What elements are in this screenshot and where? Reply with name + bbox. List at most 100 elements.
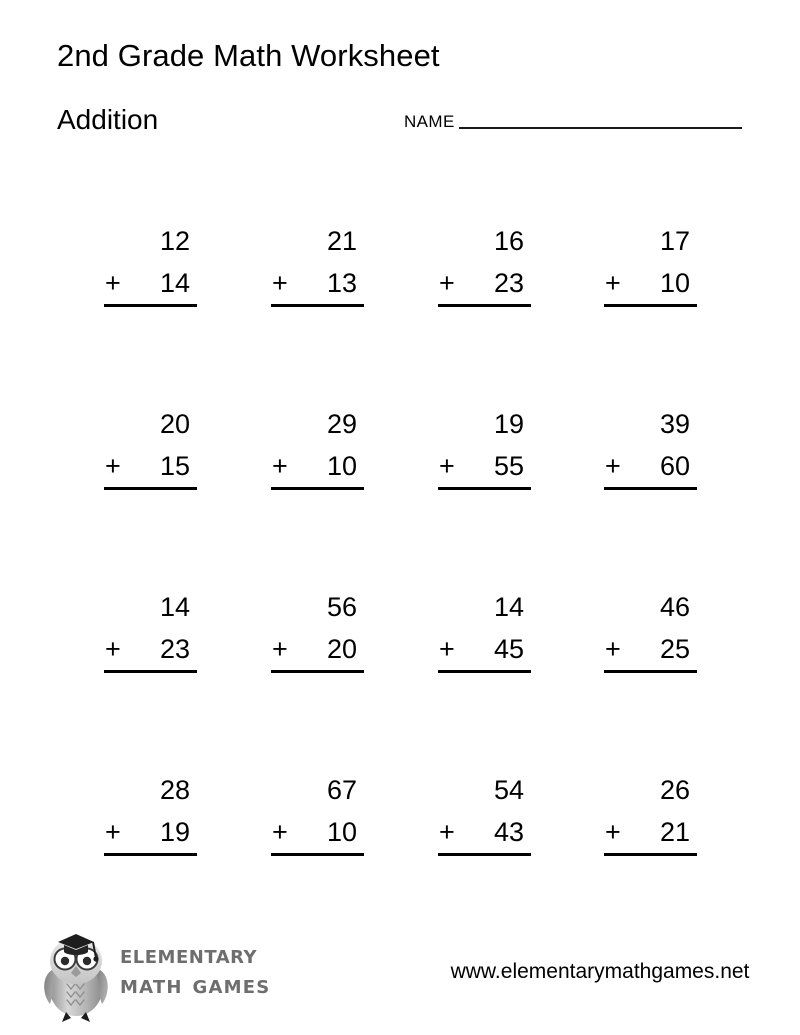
answer-line[interactable] [604, 853, 697, 856]
answer-line[interactable] [438, 304, 531, 307]
addition-problem: 56 +20 [271, 594, 366, 673]
plus-sign-icon: + [105, 268, 121, 298]
addend-top: 67 [326, 775, 357, 805]
problem-row: 28 +19 67 +10 54 +43 26 +21 [0, 777, 800, 960]
owl-graduation-icon [44, 934, 108, 1022]
addend-top: 16 [493, 226, 524, 256]
plus-sign-icon: + [439, 451, 455, 481]
addend-bottom-row: +14 [104, 270, 199, 297]
addition-problem: 19 +55 [438, 411, 533, 490]
elementary-math-games-logo: Elementary Math Games [36, 928, 326, 1024]
addend-top: 20 [159, 409, 190, 439]
plus-sign-icon: + [272, 268, 288, 298]
addend-bottom-row: +23 [438, 270, 533, 297]
name-label: NAME [404, 112, 455, 131]
addend-bottom: 21 [659, 817, 690, 847]
answer-line[interactable] [604, 670, 697, 673]
addend-bottom-row: +45 [438, 636, 533, 663]
answer-line[interactable] [271, 487, 364, 490]
addend-top: 29 [326, 409, 357, 439]
addend-bottom-row: +15 [104, 453, 199, 480]
addition-problem: 46 +25 [604, 594, 699, 673]
plus-sign-icon: + [605, 451, 621, 481]
answer-line[interactable] [438, 853, 531, 856]
page-title: 2nd Grade Math Worksheet [57, 38, 440, 73]
addend-bottom-row: +10 [604, 270, 699, 297]
addend-bottom-row: +19 [104, 819, 199, 846]
addition-problem: 12 +14 [104, 228, 199, 307]
answer-line[interactable] [104, 670, 197, 673]
addend-bottom: 10 [326, 451, 357, 481]
plus-sign-icon: + [272, 817, 288, 847]
addend-top: 26 [659, 775, 690, 805]
addition-problem: 16 +23 [438, 228, 533, 307]
answer-line[interactable] [271, 853, 364, 856]
addend-bottom: 23 [493, 268, 524, 298]
addend-bottom-row: +13 [271, 270, 366, 297]
answer-line[interactable] [104, 487, 197, 490]
addition-problem: 28 +19 [104, 777, 199, 856]
addend-bottom: 20 [326, 634, 357, 664]
addition-problem: 29 +10 [271, 411, 366, 490]
addend-bottom: 25 [659, 634, 690, 664]
plus-sign-icon: + [605, 268, 621, 298]
addend-bottom: 10 [326, 817, 357, 847]
addend-top: 17 [659, 226, 690, 256]
answer-line[interactable] [104, 304, 197, 307]
page-footer: Elementary Math Games www.elementarymath… [0, 920, 800, 1035]
problem-row: 14 +23 56 +20 14 +45 46 +25 [0, 594, 800, 777]
addition-problem: 67 +10 [271, 777, 366, 856]
addend-bottom-row: +23 [104, 636, 199, 663]
answer-line[interactable] [271, 304, 364, 307]
addend-bottom-row: +43 [438, 819, 533, 846]
addend-top: 39 [659, 409, 690, 439]
addend-bottom-row: +25 [604, 636, 699, 663]
addition-problem: 39 +60 [604, 411, 699, 490]
addend-bottom: 60 [659, 451, 690, 481]
problem-grid: 12 +14 21 +13 16 +23 17 +10 20 +15 29 +10 19 +55 39 +60… [0, 228, 800, 960]
answer-line[interactable] [604, 487, 697, 490]
addend-bottom: 43 [493, 817, 524, 847]
problem-row: 12 +14 21 +13 16 +23 17 +10 [0, 228, 800, 411]
addend-bottom: 10 [659, 268, 690, 298]
answer-line[interactable] [438, 487, 531, 490]
addend-bottom: 45 [493, 634, 524, 664]
addend-bottom-row: +60 [604, 453, 699, 480]
logo-wordmark-line-1: Elementary [120, 940, 258, 969]
addend-top: 54 [493, 775, 524, 805]
name-field-group: NAME [404, 113, 742, 131]
addition-problem: 20 +15 [104, 411, 199, 490]
plus-sign-icon: + [605, 634, 621, 664]
plus-sign-icon: + [105, 634, 121, 664]
plus-sign-icon: + [272, 451, 288, 481]
addend-top: 12 [159, 226, 190, 256]
addend-bottom: 55 [493, 451, 524, 481]
addend-top: 56 [326, 592, 357, 622]
addend-bottom: 14 [159, 268, 190, 298]
answer-line[interactable] [438, 670, 531, 673]
logo-wordmark: Elementary Math Games [120, 940, 320, 1000]
answer-line[interactable] [271, 670, 364, 673]
addend-top: 14 [493, 592, 524, 622]
plus-sign-icon: + [605, 817, 621, 847]
addend-top: 14 [159, 592, 190, 622]
plus-sign-icon: + [105, 817, 121, 847]
addition-problem: 14 +23 [104, 594, 199, 673]
plus-sign-icon: + [105, 451, 121, 481]
addend-top: 19 [493, 409, 524, 439]
answer-line[interactable] [104, 853, 197, 856]
plus-sign-icon: + [272, 634, 288, 664]
addend-bottom-row: +20 [271, 636, 366, 663]
answer-line[interactable] [604, 304, 697, 307]
problem-row: 20 +15 29 +10 19 +55 39 +60 [0, 411, 800, 594]
plus-sign-icon: + [439, 634, 455, 664]
addition-problem: 17 +10 [604, 228, 699, 307]
addition-problem: 21 +13 [271, 228, 366, 307]
addend-bottom-row: +55 [438, 453, 533, 480]
addend-bottom: 15 [159, 451, 190, 481]
addition-problem: 54 +43 [438, 777, 533, 856]
addition-problem: 14 +45 [438, 594, 533, 673]
plus-sign-icon: + [439, 268, 455, 298]
name-input-line[interactable] [458, 127, 742, 129]
